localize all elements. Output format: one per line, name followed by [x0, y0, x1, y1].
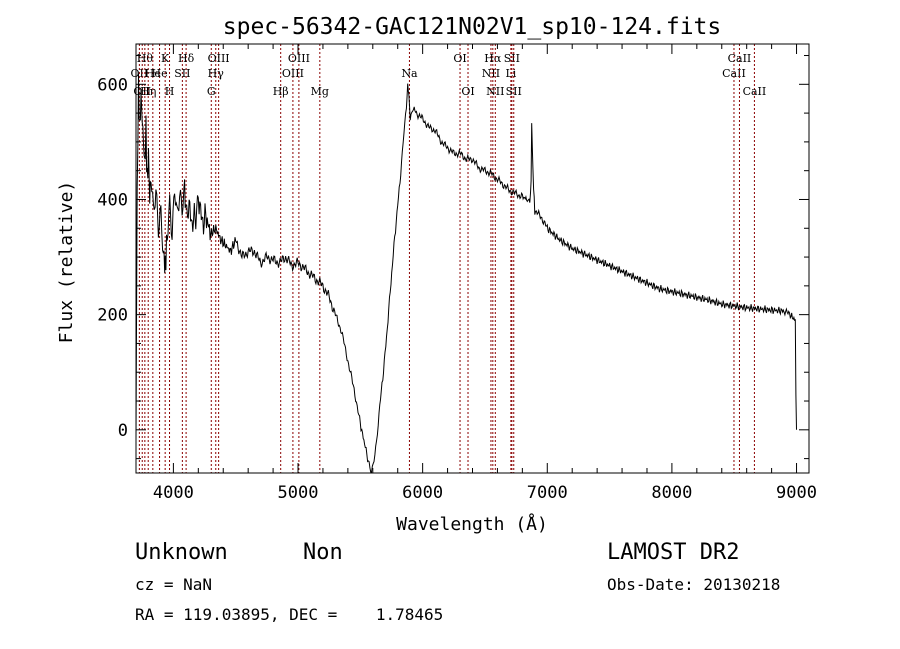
marker-label: SII — [504, 52, 520, 65]
x-tick-label: 4000 — [153, 483, 194, 503]
marker-label: OIII — [208, 52, 230, 65]
y-axis-label: Flux (relative) — [56, 181, 77, 344]
x-axis-ticks: 4000 5000 6000 7000 8000 9000 — [153, 44, 817, 503]
redshift-cz: cz = NaN — [135, 575, 213, 594]
subclass: Non — [303, 540, 343, 565]
emission-line-markers: OIIOIIHθHηHeHeKHSIIHδGHγOIIIHβOIIIOIIIMg… — [131, 44, 767, 473]
x-axis-label: Wavelength (Å) — [396, 513, 548, 535]
y-tick-label: 600 — [97, 75, 128, 95]
x-tick-label: 7000 — [527, 483, 568, 503]
marker-label: Hα — [484, 52, 502, 65]
marker-label: Na — [401, 67, 418, 80]
marker-label: Li — [505, 67, 516, 80]
marker-label: G — [207, 85, 216, 98]
marker-label: Hβ — [273, 85, 289, 98]
marker-label: Hγ — [208, 67, 225, 80]
marker-label: H — [165, 85, 175, 98]
coordinates: RA = 119.03895, DEC = 1.78465 — [135, 605, 444, 624]
marker-label: K — [161, 52, 170, 65]
obs-date: Obs-Date: 20130218 — [607, 575, 781, 594]
marker-label: SII — [506, 85, 522, 98]
y-tick-label: 200 — [97, 306, 128, 326]
marker-label: OIII — [282, 67, 304, 80]
object-class: Unknown — [135, 540, 228, 565]
y-tick-label: 400 — [97, 190, 128, 210]
marker-label: He — [152, 67, 168, 80]
marker-label: NII — [482, 67, 500, 80]
marker-label: Hθ — [137, 52, 154, 65]
x-tick-label: 5000 — [278, 483, 319, 503]
marker-label: SII — [174, 67, 190, 80]
y-axis-ticks: 0 200 400 600 — [97, 55, 809, 460]
y-tick-label: 0 — [118, 421, 128, 441]
plot-frame — [135, 43, 810, 474]
marker-label: CaII — [728, 52, 752, 65]
x-tick-label: 6000 — [402, 483, 443, 503]
marker-label: OIII — [288, 52, 310, 65]
marker-label: CaII — [743, 85, 767, 98]
x-tick-label: 9000 — [776, 483, 817, 503]
marker-label: He — [145, 67, 161, 80]
x-tick-label: 8000 — [651, 483, 692, 503]
marker-label: OI — [461, 85, 474, 98]
marker-label: Hη — [140, 85, 156, 98]
spectrum-line — [135, 73, 797, 473]
marker-label: OII — [131, 67, 149, 80]
marker-label: Mg — [311, 85, 329, 98]
marker-label: OI — [453, 52, 466, 65]
marker-label: NII — [486, 85, 504, 98]
marker-label: Hδ — [178, 52, 195, 65]
marker-label: OII — [133, 85, 151, 98]
chart-title: spec-56342-GAC121N02V1_sp10-124.fits — [223, 14, 722, 40]
marker-label: CaII — [722, 67, 746, 80]
survey-name: LAMOST DR2 — [607, 540, 740, 565]
